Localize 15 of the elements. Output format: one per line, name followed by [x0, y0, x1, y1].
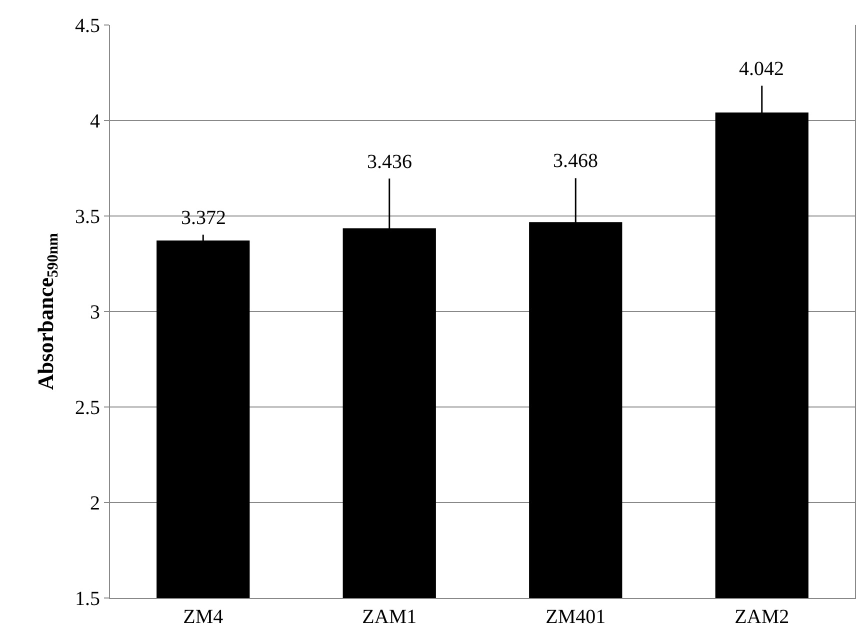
x-tick-label: ZM401	[546, 606, 606, 628]
data-label: 3.372	[181, 207, 226, 229]
y-tick-label: 3	[90, 302, 100, 324]
data-label: 3.468	[553, 150, 598, 172]
data-label: 4.042	[739, 58, 784, 80]
y-tick-label: 1.5	[75, 588, 100, 610]
y-tick-label: 2	[90, 492, 100, 514]
x-tick-label: ZAM2	[734, 606, 790, 628]
y-tick-label: 4.5	[75, 15, 100, 37]
y-tick-label: 2.5	[75, 397, 100, 419]
x-tick-label: ZAM1	[362, 606, 417, 628]
data-label: 3.436	[367, 151, 412, 173]
y-tick-label: 3.5	[75, 206, 100, 228]
y-tick-label: 4	[90, 110, 100, 132]
x-tick-label: ZM4	[183, 606, 224, 628]
